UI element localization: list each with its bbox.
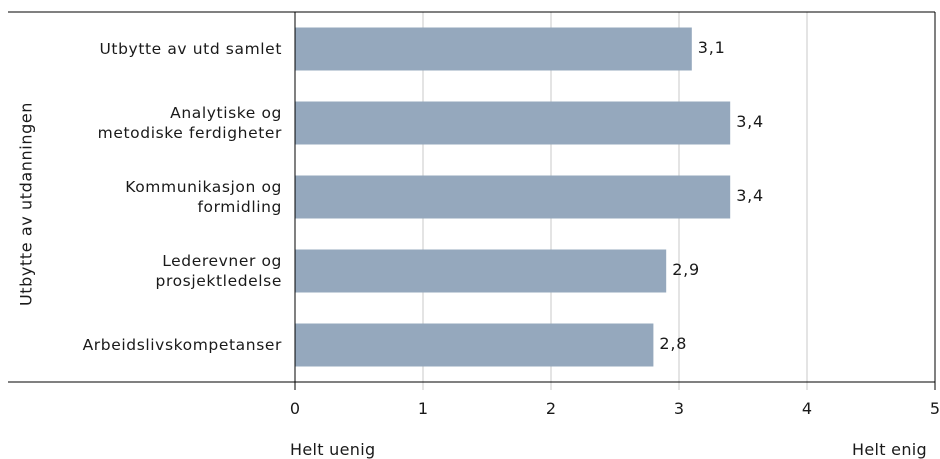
category-label: Kommunikasjon og formidling <box>125 178 282 216</box>
x-axis-right-end-label: Helt enig <box>852 440 927 459</box>
bar <box>295 323 654 367</box>
bar <box>295 27 692 71</box>
value-label: 3,4 <box>736 112 765 131</box>
category-label: Analytiske og metodiske ferdigheter <box>97 104 282 142</box>
x-tick-label: 0 <box>289 399 301 418</box>
category-label: Lederevner og prosjektledelse <box>155 252 282 290</box>
category-label: Utbytte av utd samlet <box>99 40 282 58</box>
value-label: 3,4 <box>736 186 765 205</box>
bar <box>295 101 731 145</box>
category-label: Arbeidslivskompetanser <box>82 336 282 354</box>
value-label: 2,8 <box>659 334 688 353</box>
value-label: 3,1 <box>697 38 726 57</box>
x-tick-label: 5 <box>929 399 940 418</box>
x-axis-left-end-label: Helt uenig <box>290 440 376 459</box>
x-tick-label: 1 <box>417 399 429 418</box>
value-label: 2,9 <box>672 260 701 279</box>
y-axis-title: Utbytte av utdanningen <box>16 101 36 307</box>
x-tick-label: 2 <box>545 399 557 418</box>
bar <box>295 249 667 293</box>
x-tick-label: 3 <box>673 399 685 418</box>
x-tick-label: 4 <box>801 399 813 418</box>
bar <box>295 175 731 219</box>
